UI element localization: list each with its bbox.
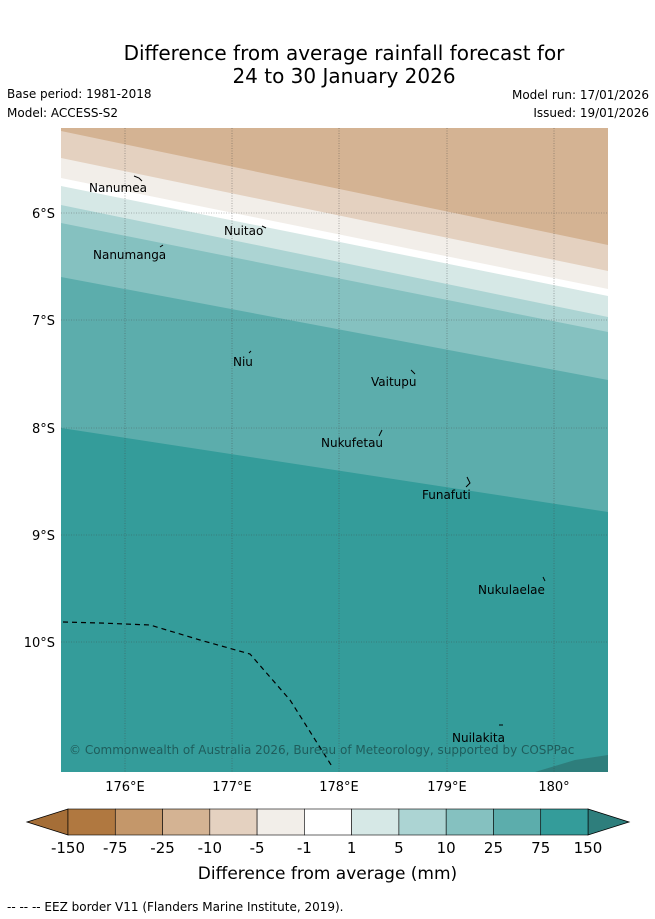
colorbar-tick-label: -1 [297,839,312,857]
colorbar-swatch [162,808,211,836]
colorbar-tick-label: -10 [198,839,223,857]
lat-label: 6°S [32,207,55,222]
colorbar-swatch [304,808,352,836]
colorbar-tick-label: 150 [574,839,603,857]
lon-label: 178°E [319,780,359,795]
island-nanumea-icon [133,175,143,182]
colorbar-swatch [445,808,494,836]
colorbar-tick-label: -75 [103,839,128,857]
colorbar-tick-label: 10 [437,839,456,857]
lat-label: 7°S [32,314,55,329]
island-nukulaelae-icon [542,576,546,582]
colorbar-swatch [114,808,163,836]
lat-label: 8°S [32,422,55,437]
colorbar-swatch [209,808,258,836]
place-vaitupu: Vaitupu [371,375,417,389]
colorbar-swatch [256,808,305,836]
copyright-notice: © Commonwealth of Australia 2026, Bureau… [69,743,574,757]
colorbar-ticks: -150 -75 -25 -10 -5 -1 1 5 10 25 75 150 [51,839,602,857]
model-name: Model: ACCESS-S2 [7,106,119,120]
eez-legend: -- -- -- EEZ border V11 (Flanders Marine… [7,900,344,914]
colorbar-tick-label: -5 [250,839,265,857]
colorbar-tick-label: 75 [531,839,550,857]
colorbar-tick-label: 25 [484,839,503,857]
colorbar-tick-label: 1 [347,839,357,857]
place-labels: Nanumea Nuitao Nanumanga Niu Vaitupu Nuk… [89,181,545,745]
place-nanumanga: Nanumanga [93,248,166,262]
place-nuitao: Nuitao [224,224,263,238]
model-run: Model run: 17/01/2026 [511,88,649,102]
place-niu: Niu [233,355,253,369]
place-nuilakita: Nuilakita [452,731,505,745]
band-over-150 [535,755,608,772]
lon-label: 180° [538,780,569,795]
place-nukufetau: Nukufetau [321,436,383,450]
title-line-1: Difference from average rainfall forecas… [123,41,565,65]
place-nanumea: Nanumea [89,181,147,195]
place-nukulaelae: Nukulaelae [478,583,545,597]
colorbar-swatches [67,808,589,836]
lat-label: 10°S [24,636,55,651]
colorbar: -150 -75 -25 -10 -5 -1 1 5 10 25 75 150 [25,808,631,857]
colorbar-swatch [493,808,542,836]
lon-label: 176°E [105,780,145,795]
island-nukufetau-icon [378,429,383,437]
place-funafuti: Funafuti [422,488,471,502]
colorbar-under-arrow [25,808,69,836]
base-period: Base period: 1981-2018 [7,87,152,101]
colorbar-tick-label: 5 [394,839,404,857]
colorbar-swatch [398,808,447,836]
colorbar-swatch [67,808,116,836]
page-title: Difference from average rainfall forecas… [0,42,655,88]
eez-border [62,621,334,769]
colorbar-over-arrow [587,808,631,836]
band-minus25-minus10 [61,128,608,245]
colorbar-tick-label: -150 [51,839,85,857]
lon-label: 177°E [212,780,252,795]
island-funafuti-icon [465,476,471,488]
colorbar-swatch [540,808,589,836]
colorbar-swatch [351,808,400,836]
issued-date: Issued: 19/01/2026 [533,106,649,120]
lat-label: 9°S [32,529,55,544]
latitude-labels: 6°S 7°S 8°S 9°S 10°S [24,207,55,651]
colorbar-tick-label: -25 [150,839,175,857]
island-vaitupu-icon [410,369,416,375]
island-niu-icon [248,350,252,354]
title-line-2: 24 to 30 January 2026 [232,64,456,88]
graticule [61,128,608,772]
rainfall-bands [61,128,608,772]
longitude-labels: 176°E 177°E 178°E 179°E 180° [105,780,569,795]
island-shapes [133,175,546,726]
island-nanumanga-icon [159,244,164,248]
colorbar-label: Difference from average (mm) [197,864,458,884]
island-nuitao-icon [261,225,267,229]
lon-label: 179°E [427,780,467,795]
